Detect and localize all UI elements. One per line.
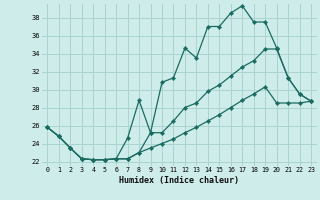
X-axis label: Humidex (Indice chaleur): Humidex (Indice chaleur) [119, 176, 239, 185]
